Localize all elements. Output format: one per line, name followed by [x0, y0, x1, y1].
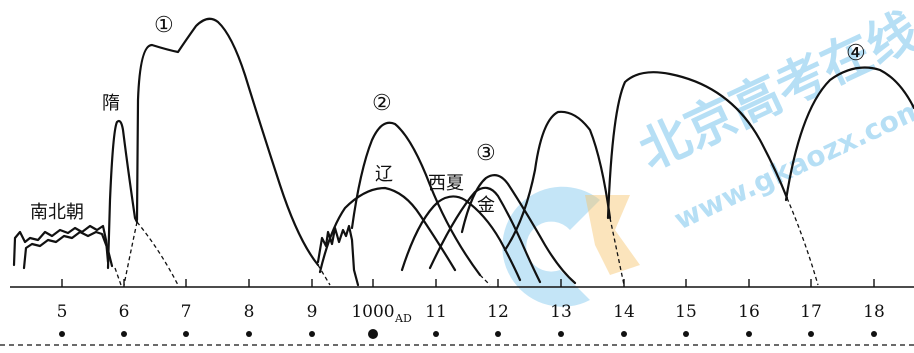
curve-4 — [784, 66, 914, 202]
label-jin: 金 — [477, 195, 495, 216]
curve-1-dashed-a — [136, 221, 179, 286]
tick-label: 14 — [613, 302, 635, 322]
label-circle-4: ④ — [846, 41, 866, 66]
tick-dots — [59, 329, 877, 339]
label-circle-2: ② — [372, 91, 392, 116]
five-dynasties-cluster — [316, 224, 360, 287]
liao-curve — [318, 186, 457, 274]
tick-dot — [808, 331, 814, 337]
label-circle-1: ① — [154, 13, 174, 38]
tick-dot-large — [368, 329, 378, 339]
tick-label: 17 — [800, 302, 822, 322]
label-liao: 辽 — [375, 164, 393, 185]
jin-curve — [428, 186, 542, 284]
tick-dot — [621, 331, 627, 337]
curve-1 — [135, 17, 320, 267]
ming-dashed — [786, 197, 819, 286]
curve-3 — [460, 173, 577, 285]
nanbeichao-curve-a — [12, 224, 110, 267]
label-circle-3: ③ — [476, 141, 496, 166]
tick-dot — [309, 331, 315, 337]
tick-dot — [121, 331, 127, 337]
tick-label: 15 — [675, 302, 697, 322]
five-dynasties-dashed — [317, 264, 331, 286]
tick-dot — [558, 331, 564, 337]
xixia-curve — [400, 195, 522, 282]
curve-2-dashed — [479, 274, 491, 286]
curve-1-dashed-b — [123, 221, 138, 286]
tick-label: 11 — [425, 302, 447, 322]
tick-dot — [683, 331, 689, 337]
tick-label: 1000 — [351, 302, 394, 322]
tick-label: 12 — [487, 302, 509, 322]
axis-ticks — [61, 279, 875, 287]
yuan-curve — [503, 110, 612, 252]
watermark-title: 北京高考在线 — [631, 2, 914, 181]
tick-label: 9 — [307, 302, 318, 322]
curve-2 — [350, 121, 482, 277]
tick-label: 6 — [119, 302, 130, 322]
tick-label: 7 — [181, 302, 192, 322]
tick-label: 18 — [863, 302, 885, 322]
tick-dot — [433, 331, 439, 337]
label-xixia: 西夏 — [428, 173, 464, 194]
sui-decline-dashed — [114, 267, 122, 286]
yuan-dashed — [609, 217, 625, 286]
tick-label: 8 — [244, 302, 255, 322]
watermark-logo-k — [585, 195, 640, 275]
tick-dot — [871, 331, 877, 337]
tick-dot — [495, 331, 501, 337]
watermark-logo-g — [502, 186, 600, 307]
tick-dot — [59, 331, 65, 337]
sui-curve — [106, 119, 139, 270]
tick-dot — [246, 331, 252, 337]
tick-label: 5 — [57, 302, 68, 322]
ming-curve — [606, 71, 789, 220]
nanbeichao-curve-b — [22, 230, 114, 270]
tick-label: 16 — [738, 302, 760, 322]
label-sui: 隋 — [102, 93, 120, 114]
axis-tick-labels: 5 6 7 8 9 1000 AD 11 12 13 14 15 16 17 1… — [57, 302, 885, 325]
tick-dot — [746, 331, 752, 337]
tick-label: 13 — [550, 302, 572, 322]
tick-ad-suffix: AD — [394, 312, 412, 325]
tick-dot — [183, 331, 189, 337]
label-nanbeichao: 南北朝 — [30, 202, 84, 223]
